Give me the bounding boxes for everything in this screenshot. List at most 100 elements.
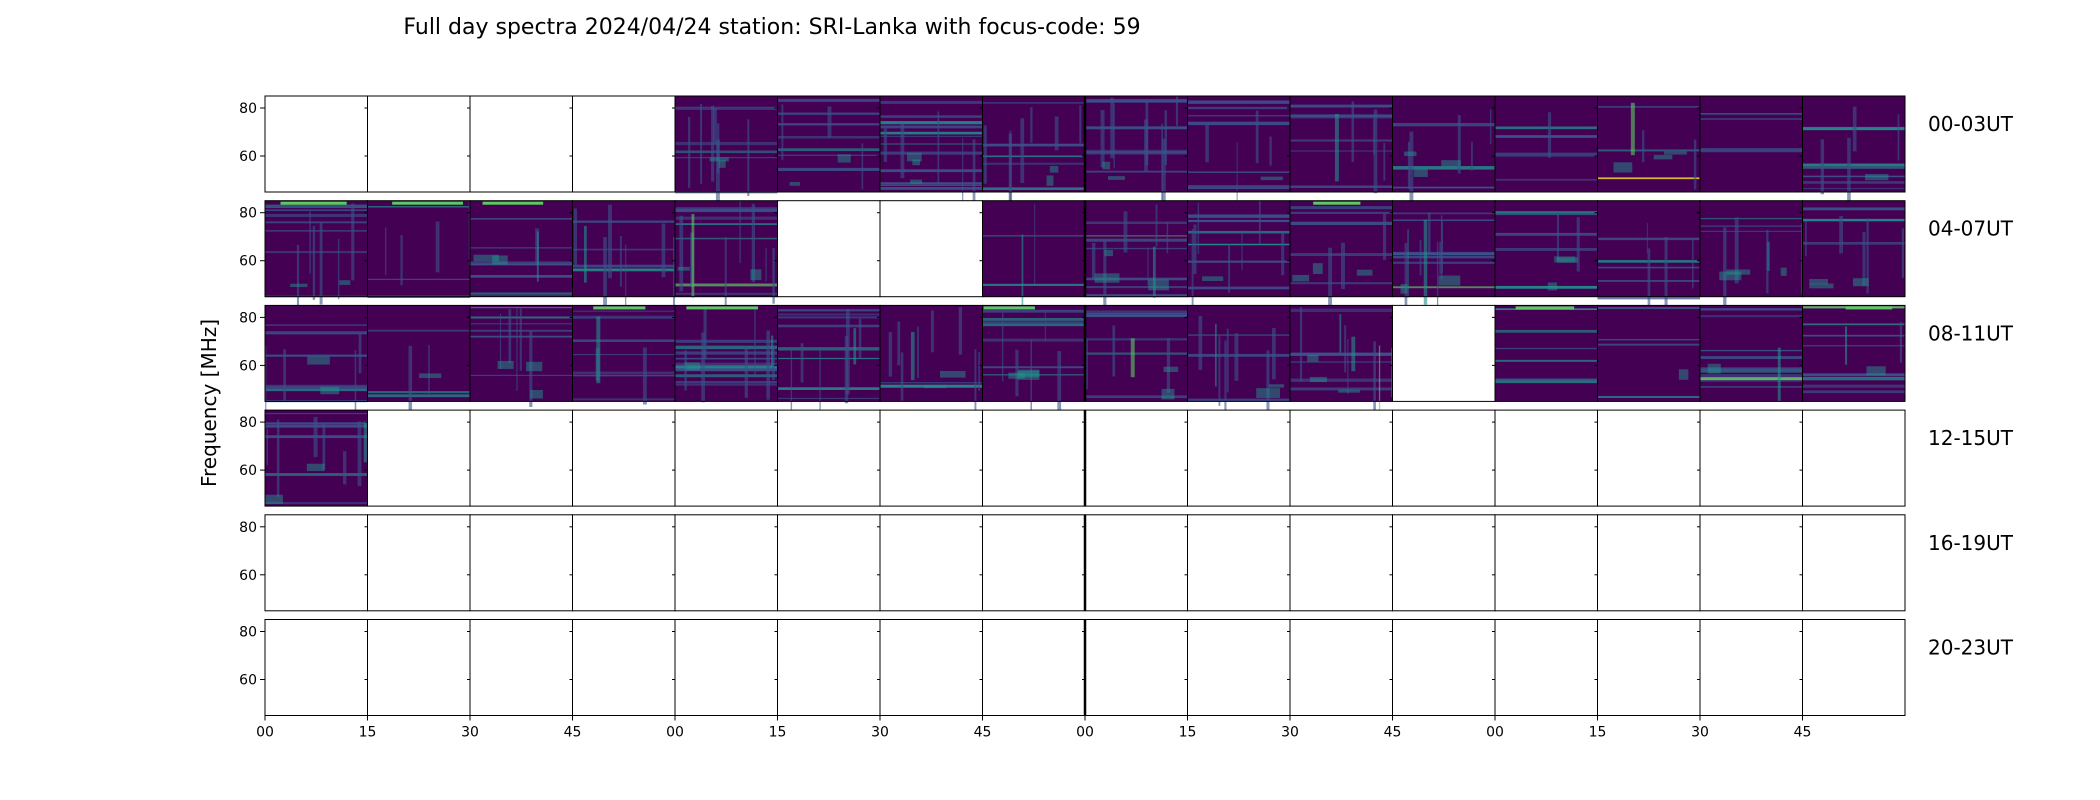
spectrum-patch (1864, 174, 1889, 181)
spectrum-patch (1547, 282, 1558, 291)
spectrum-burst (978, 351, 981, 391)
spectrum-band (982, 366, 1085, 369)
spectrum-panel (979, 514, 1086, 612)
spectrum-burst (1021, 234, 1024, 311)
spectrum-burst (1734, 217, 1739, 284)
spectrum-panel (264, 514, 368, 612)
spectrum-band (1597, 177, 1700, 180)
panel-background (675, 514, 778, 611)
spectrum-edge-line (1313, 201, 1361, 205)
spectrum-panel (569, 619, 676, 716)
spectrum-burst (1054, 116, 1059, 151)
spectrum-band (367, 391, 470, 394)
spectrum-patch (1049, 165, 1059, 173)
spectrum-burst (1234, 333, 1239, 381)
spectrum-band (982, 162, 1085, 165)
spectrum-burst (1382, 213, 1387, 261)
spectrum-burst (1228, 243, 1231, 293)
spectrum-burst (751, 203, 756, 283)
panel-background (1085, 410, 1188, 507)
spectrum-panel (1697, 514, 1803, 612)
spectrum-burst (354, 350, 357, 430)
spectrum-band (1290, 206, 1393, 210)
spectrum-patch (684, 362, 700, 371)
y-tick-label: 60 (239, 568, 257, 584)
panel-background (1187, 410, 1290, 507)
row-04-07UT: 80 60 (239, 200, 1906, 335)
panel-background (880, 619, 983, 716)
spectrum-band (1290, 387, 1393, 391)
x-axis-ticks: 00 15 30 45 00 15 30 45 00 15 30 45 00 15 30 45 (256, 715, 1811, 741)
spectrum-burst (385, 227, 387, 276)
spectrum-band (982, 102, 1085, 104)
spectrum-burst (1205, 124, 1209, 163)
spectrum-burst (1423, 219, 1428, 305)
panel-background (777, 410, 880, 507)
spectrum-band (675, 208, 778, 213)
spectrum-image (1700, 96, 1803, 192)
spectrum-band (1187, 115, 1290, 117)
spectrum-burst (958, 307, 963, 355)
spectrum-burst (1215, 323, 1217, 387)
spectrum-panel (979, 409, 1086, 507)
spectrum-band (1085, 221, 1188, 225)
spectrum-panel (979, 619, 1086, 716)
spectrum-band (1802, 334, 1905, 337)
y-tick-label: 80 (239, 520, 257, 536)
spectrum-burst (1057, 351, 1062, 431)
spectrum-burst (584, 225, 587, 283)
spectrum-patch (1017, 370, 1040, 380)
spectrum-patch (1653, 154, 1673, 160)
spectrum-band (1700, 315, 1803, 318)
spectrum-band (265, 221, 368, 224)
spectrum-burst (619, 235, 622, 287)
spectrum-band (1187, 186, 1290, 190)
panel-background (1085, 619, 1188, 716)
panel-background (1290, 619, 1393, 716)
spectrum-panel (1799, 95, 1906, 224)
spectrum-burst (744, 346, 748, 398)
spectrum-burst (1269, 136, 1272, 166)
spectrum-burst (897, 321, 901, 366)
y-axis-label: Frequency [MHz] (197, 319, 221, 487)
spectrum-band (572, 374, 675, 377)
spectrum-band (1495, 247, 1598, 251)
spectrum-band (265, 209, 368, 211)
spectrum-burst (962, 138, 964, 213)
spectrum-panel (364, 304, 471, 410)
y-tick-label: 60 (239, 463, 257, 479)
spectrum-image (1495, 96, 1598, 192)
spectrum-panel (774, 514, 881, 612)
spectrum-image (982, 200, 1085, 297)
spectrum-burst (1328, 247, 1333, 330)
spectrum-panel (1389, 409, 1496, 507)
spectrum-band (1085, 235, 1188, 237)
spectrum-burst (1030, 107, 1033, 143)
spectrum-band (880, 143, 983, 145)
spectrum-burst (1862, 231, 1866, 287)
spectrum-panel (1799, 200, 1906, 298)
panel-background (880, 514, 983, 611)
spectrum-panel (1697, 409, 1803, 507)
spectrum-panel (1389, 619, 1496, 716)
spectrum-burst (1852, 106, 1857, 152)
spectrum-panel (264, 95, 368, 193)
spectrum-band (1290, 185, 1393, 189)
spectrum-band (1495, 378, 1598, 381)
spectrum-band (1700, 374, 1803, 378)
panel-background (1187, 514, 1290, 611)
spectrum-panel (1389, 304, 1496, 402)
spectrum-band (880, 151, 983, 155)
spectrum-burst (917, 326, 919, 378)
spectrum-burst (309, 211, 311, 274)
panel-background (1392, 305, 1495, 402)
spectrum-panel (1492, 95, 1598, 193)
spectrum-band (1290, 353, 1393, 356)
row-labels: 00-03UT 04-07UT 08-11UT 12-15UT 16-19UT 20-23… (1928, 112, 2014, 660)
spectrum-band (1187, 230, 1290, 234)
spectrum-band (1802, 207, 1905, 211)
spectrum-band (1802, 218, 1905, 222)
panel-background (572, 410, 675, 507)
panel-frame (1802, 304, 1906, 402)
panel-frame (1802, 200, 1906, 298)
